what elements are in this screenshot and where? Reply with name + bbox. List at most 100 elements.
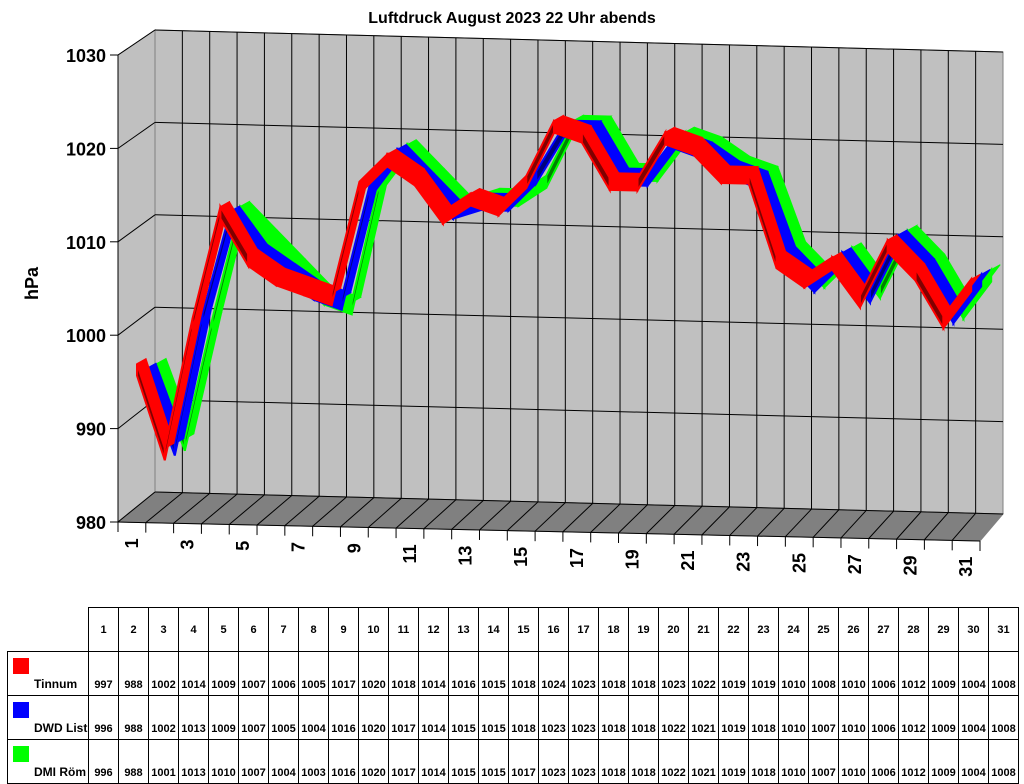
table-header-cell: 7 xyxy=(268,607,299,652)
table-cell: 1006 xyxy=(868,739,899,784)
gridline-side xyxy=(117,121,156,149)
x-tick-label: 17 xyxy=(567,548,587,568)
table-cell: 1022 xyxy=(658,695,689,740)
table-cell: 1020 xyxy=(358,695,389,740)
legend-label-cell: DMI Röm xyxy=(7,739,89,784)
table-cell: 1010 xyxy=(838,739,869,784)
table-cell: 1010 xyxy=(208,739,239,784)
table-cell: 1018 xyxy=(598,695,629,740)
table-cell: 1015 xyxy=(448,739,479,784)
table-cell: 1007 xyxy=(238,695,269,740)
x-tick-label: 21 xyxy=(678,551,698,571)
gridline-side xyxy=(117,491,156,523)
table-cell: 996 xyxy=(88,739,119,784)
table-header-cell: 19 xyxy=(628,607,659,652)
table-cell: 1022 xyxy=(688,651,719,696)
floor-divider xyxy=(896,511,922,540)
table-cell: 1007 xyxy=(808,739,839,784)
table-header-cell: 27 xyxy=(868,607,899,652)
table-cell: 1009 xyxy=(208,695,239,740)
table-cell: 1015 xyxy=(478,739,509,784)
table-cell: 1010 xyxy=(778,695,809,740)
table-cell: 1023 xyxy=(538,739,569,784)
floor-divider xyxy=(924,512,949,541)
table-cell: 1023 xyxy=(658,651,689,696)
table-cell: 1004 xyxy=(298,695,329,740)
table-cell: 1023 xyxy=(568,695,599,740)
table-cell: 988 xyxy=(118,651,149,696)
gridline-side xyxy=(117,29,156,56)
gridline-horizontal xyxy=(154,214,1004,238)
table-cell: 1014 xyxy=(418,651,449,696)
table-header-cell: 18 xyxy=(598,607,629,652)
table-cell: 1010 xyxy=(778,651,809,696)
table-cell: 1018 xyxy=(628,739,659,784)
gridline-horizontal xyxy=(154,29,1004,53)
x-axis-line xyxy=(117,521,981,542)
table-cell: 1021 xyxy=(688,739,719,784)
gridline-side xyxy=(117,214,156,243)
table-cell: 1014 xyxy=(418,739,449,784)
legend-swatch xyxy=(13,746,29,762)
table-cell: 1023 xyxy=(568,739,599,784)
x-tick-label: 23 xyxy=(734,552,754,572)
table-cell: 1004 xyxy=(958,651,989,696)
floor-divider xyxy=(451,500,484,530)
table-cell: 1012 xyxy=(898,651,929,696)
floor-divider xyxy=(590,503,621,533)
floor-divider xyxy=(340,497,375,528)
table-header-cell: 31 xyxy=(988,607,1019,652)
floor-divider xyxy=(729,507,758,536)
table-cell: 1018 xyxy=(598,739,629,784)
floor-divider xyxy=(228,494,265,525)
table-cell: 1002 xyxy=(148,651,179,696)
x-tick-label: 13 xyxy=(456,546,476,566)
table-cell: 1013 xyxy=(178,695,209,740)
table-cell: 1018 xyxy=(388,651,419,696)
y-tick-label: 1030 xyxy=(66,46,106,66)
table-header-cell: 26 xyxy=(838,607,869,652)
table-header-cell: 11 xyxy=(388,607,419,652)
table-cell: 1006 xyxy=(868,695,899,740)
floor-divider xyxy=(951,512,977,541)
table-cell: 1018 xyxy=(508,695,539,740)
table-cell: 1003 xyxy=(298,739,329,784)
table-cell: 996 xyxy=(88,695,119,740)
table-cell: 1007 xyxy=(238,651,269,696)
ribbon-front-face xyxy=(608,176,639,192)
table-row: DMI Röm 996 988 1001 1013 1010 1007 1004 1003 101… xyxy=(7,739,1019,784)
floor-divider xyxy=(812,509,840,538)
table-header-cell: 9 xyxy=(328,607,359,652)
table-cell: 1019 xyxy=(718,739,749,784)
table-cell: 1018 xyxy=(508,651,539,696)
table-cell: 1017 xyxy=(388,739,419,784)
floor-divider xyxy=(201,493,238,525)
table-cell: 1006 xyxy=(868,651,899,696)
table-header-cell: 10 xyxy=(358,607,389,652)
table-cell: 1009 xyxy=(928,739,959,784)
table-cell: 1010 xyxy=(838,695,869,740)
y-tick-label: 1000 xyxy=(66,326,106,346)
table-header-cell: 13 xyxy=(448,607,479,652)
table-cell: 1016 xyxy=(328,695,359,740)
gridline-side xyxy=(117,306,156,336)
floor-divider xyxy=(173,493,211,524)
table-header-cell: 25 xyxy=(808,607,839,652)
table-cell: 1005 xyxy=(268,695,299,740)
x-tick-label: 27 xyxy=(845,554,865,574)
table-cell: 1024 xyxy=(538,651,569,696)
table-cell: 1017 xyxy=(508,739,539,784)
y-tick-label: 1020 xyxy=(66,139,106,159)
legend-name: DMI Röm xyxy=(34,765,86,779)
table-cell: 1015 xyxy=(478,651,509,696)
table-cell: 1023 xyxy=(538,695,569,740)
x-tick-label: 7 xyxy=(289,542,309,552)
floor-divider xyxy=(840,510,867,539)
table-cell: 1012 xyxy=(898,739,929,784)
floor-divider xyxy=(784,508,812,538)
x-tick-label: 29 xyxy=(900,555,920,575)
table-cell: 1008 xyxy=(988,695,1019,740)
table-cell: 1001 xyxy=(148,739,179,784)
table-header-cell: 24 xyxy=(778,607,809,652)
table-cell: 1019 xyxy=(718,695,749,740)
